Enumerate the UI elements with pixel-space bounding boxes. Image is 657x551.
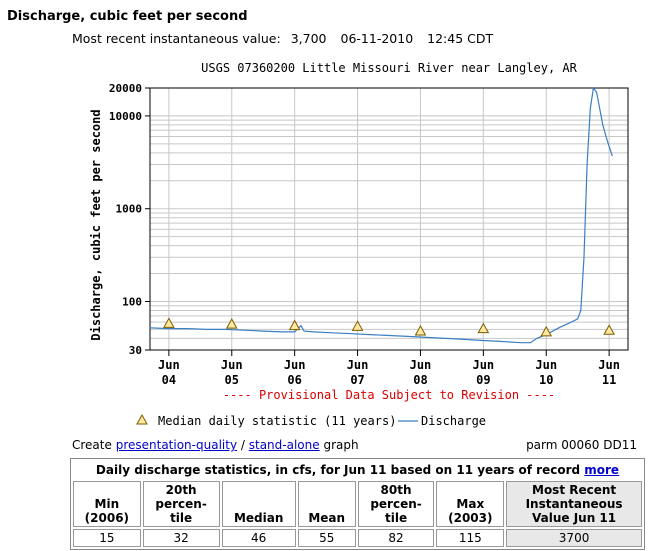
create-graph-line: Create presentation-quality / stand-alon…	[72, 438, 359, 452]
x-tick-label-month: Jun	[158, 358, 180, 372]
x-tick-label-month: Jun	[410, 358, 432, 372]
stats-header-row: Min (2006) 20th percen-tile Median Mean 80th pe…	[73, 481, 642, 527]
x-tick-label-day: 04	[162, 373, 176, 387]
legend-discharge-label: Discharge	[421, 414, 486, 428]
x-tick-label-day: 08	[413, 373, 427, 387]
y-tick-label: 20000	[109, 82, 142, 95]
recent-value: 3,700	[290, 31, 327, 46]
stats-header-cell: Median	[221, 481, 296, 527]
stats-header-cell: Mean	[297, 481, 356, 527]
stats-value-cell: 3700	[506, 529, 642, 547]
x-tick-label-month: Jun	[284, 358, 306, 372]
x-tick-label-month: Jun	[535, 358, 557, 372]
x-tick-label-month: Jun	[472, 358, 494, 372]
stats-header-line: percen-	[155, 497, 207, 511]
stats-header-line: tile	[384, 511, 408, 525]
legend: Median daily statistic (11 years) Discha…	[136, 413, 486, 428]
stats-header-line: 80th	[380, 483, 412, 497]
plot-frame	[149, 87, 629, 351]
stats-header-line: Value Jun 11	[532, 511, 617, 525]
create-suffix: graph	[323, 438, 359, 452]
stats-caption-row: Daily discharge statistics, in cfs, for …	[73, 461, 642, 479]
create-sep: /	[240, 438, 245, 452]
stats-value-cell: 15	[73, 529, 141, 547]
stats-caption: Daily discharge statistics, in cfs, for …	[95, 463, 581, 477]
recent-label: Most recent instantaneous value:	[72, 31, 281, 46]
y-tick-label: 1000	[116, 203, 143, 216]
stats-header-line: (2006)	[84, 511, 130, 525]
stats-header-line: Most Recent	[532, 483, 617, 497]
page-heading: Discharge, cubic feet per second	[7, 9, 248, 24]
median-marker	[540, 325, 553, 337]
x-tick-label-day: 11	[602, 373, 616, 387]
stats-header-cell: 20th percen-tile	[142, 481, 220, 527]
x-tick-label-day: 09	[476, 373, 490, 387]
x-tick-label-month: Jun	[347, 358, 369, 372]
stats-header-cell: Max (2003)	[436, 481, 505, 527]
grid	[150, 87, 628, 351]
daily-stats-table: Daily discharge statistics, in cfs, for …	[70, 458, 645, 550]
stats-header-line: tile	[170, 511, 193, 525]
median-marker	[288, 319, 301, 331]
x-tick-label-day: 05	[225, 373, 239, 387]
median-marker	[603, 324, 615, 335]
stats-value-row: 15 32 46 55 82 115 3700	[73, 529, 642, 547]
stats-value-cell: 46	[221, 529, 296, 547]
stats-header-line: Mean	[308, 511, 346, 525]
median-marker	[414, 325, 427, 336]
stats-header-line: 20th	[165, 483, 197, 497]
stand-alone-link[interactable]: stand-alone	[248, 438, 320, 452]
median-markers	[163, 317, 615, 337]
stats-header-cell: Min (2006)	[73, 481, 141, 527]
stats-header-line: Median	[233, 511, 284, 525]
median-marker	[163, 317, 175, 328]
series-discharge-line	[149, 86, 613, 344]
y-tick-label: 10000	[109, 110, 142, 123]
presentation-quality-link[interactable]: presentation-quality	[115, 438, 238, 452]
recent-time: 12:45 CDT	[427, 31, 494, 46]
stats-header-line: Max	[456, 497, 485, 511]
median-marker	[351, 320, 364, 331]
create-prefix: Create	[72, 438, 112, 452]
stats-header-line: percen-	[370, 497, 422, 511]
legend-median-marker	[136, 413, 148, 425]
more-link[interactable]: more	[584, 463, 620, 477]
stats-header-line: (2003)	[448, 511, 493, 525]
parm-code: parm 00060 DD11	[526, 438, 637, 452]
legend-median-label: Median daily statistic (11 years)	[158, 414, 396, 428]
stats-header-line: Min	[94, 497, 120, 511]
x-tick-label-day: 07	[350, 373, 364, 387]
recent-value-line: Most recent instantaneous value: 3,700 06…	[72, 31, 503, 46]
provisional-note: ---- Provisional Data Subject to Revisio…	[223, 388, 555, 402]
x-tick-label-month: Jun	[221, 358, 243, 372]
stats-header-cell: Most Recent Instantaneous Value Jun 11	[506, 481, 642, 527]
y-axis-label: Discharge, cubic feet per second	[89, 109, 103, 340]
stats-header-cell: 80th percen-tile	[357, 481, 435, 527]
recent-date: 06-11-2010	[340, 31, 414, 46]
x-tick-label-day: 10	[539, 373, 553, 387]
discharge-chart: USGS 07360200 Little Missouri River near…	[89, 61, 629, 428]
y-tick-label: 30	[129, 344, 142, 357]
stats-header-line: Instantaneous	[525, 497, 623, 511]
median-marker	[225, 318, 238, 329]
x-tick-label-day: 06	[287, 373, 301, 387]
y-tick-label: 100	[122, 295, 142, 308]
x-tick-label-month: Jun	[598, 358, 620, 372]
y-ticks: 30 100 1000 10000 20000	[109, 82, 150, 357]
stats-value-cell: 115	[436, 529, 505, 547]
stats-value-cell: 32	[142, 529, 220, 547]
stats-value-cell: 82	[357, 529, 435, 547]
stats-value-cell: 55	[297, 529, 356, 547]
median-marker	[477, 322, 490, 334]
chart-title: USGS 07360200 Little Missouri River near…	[201, 61, 577, 75]
